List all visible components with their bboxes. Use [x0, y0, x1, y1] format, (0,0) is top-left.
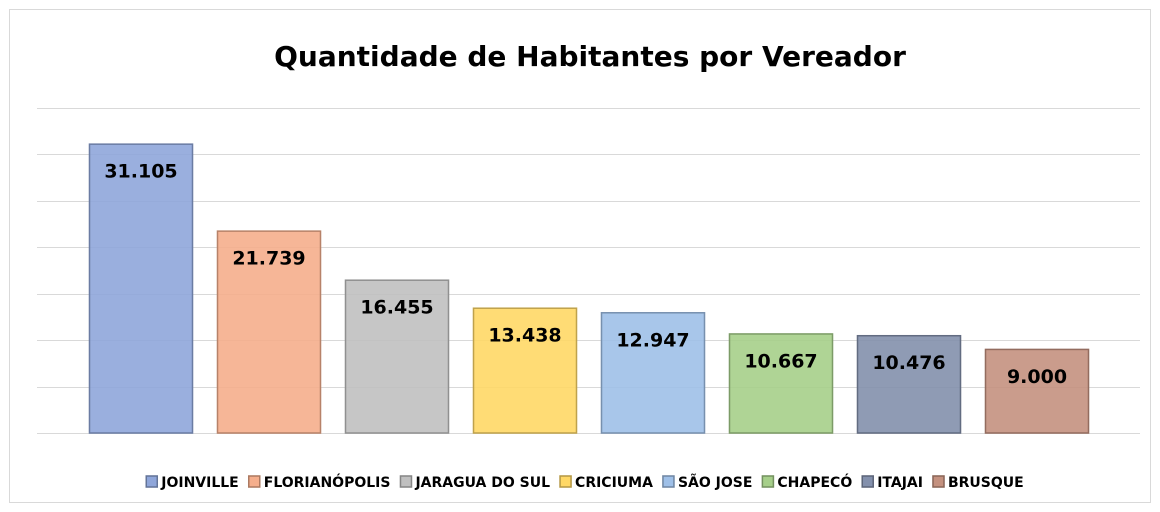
value-label: 21.739: [232, 248, 305, 270]
bar: [600, 312, 706, 434]
legend-swatch: [145, 475, 159, 488]
legend-swatch-edge: [145, 475, 159, 488]
legend-label: JARAGUA DO SUL: [414, 475, 550, 491]
value-label: 16.455: [360, 297, 433, 319]
bar: [728, 333, 834, 434]
value-label: 13.438: [488, 325, 561, 347]
legend-swatch-edge: [662, 475, 675, 488]
value-label: 10.667: [744, 350, 817, 372]
value-label: 10.476: [872, 352, 945, 374]
bar: [344, 279, 450, 434]
legend-swatch: [932, 475, 945, 488]
bar-edge: [600, 312, 706, 434]
legend-swatch: [761, 475, 775, 488]
bar: [856, 334, 962, 434]
value-label: 9.000: [1007, 366, 1067, 388]
bar-edge: [216, 230, 322, 434]
legend-swatch: [662, 475, 675, 488]
bar-edge: [472, 307, 578, 434]
bar: [88, 143, 194, 434]
legend-label: ITAJAI: [877, 475, 923, 491]
bar-edge: [728, 333, 834, 434]
bar-edge: [88, 143, 194, 434]
legend-label: FLORIANÓPOLIS: [264, 473, 391, 491]
bar-edge: [344, 279, 450, 434]
legend-label: BRUSQUE: [948, 475, 1024, 491]
bar-edge: [856, 334, 962, 434]
legend-label: JOINVILLE: [160, 475, 239, 491]
value-label: 31.105: [104, 161, 177, 183]
bar: [472, 307, 578, 434]
legend-swatch: [861, 475, 874, 488]
legend-swatch: [399, 475, 413, 488]
bar: [984, 348, 1090, 434]
legend-swatch-edge: [399, 475, 413, 488]
legend-swatch: [248, 475, 261, 488]
bar-edge: [984, 348, 1090, 434]
value-label: 12.947: [616, 329, 689, 351]
legend-swatch-edge: [932, 475, 945, 488]
legend-swatch-edge: [559, 475, 572, 488]
legend-swatch-edge: [861, 475, 874, 488]
legend-swatch: [559, 475, 572, 488]
legend-swatch-edge: [248, 475, 261, 488]
legend-label: CHAPECÓ: [777, 473, 852, 491]
chart-title: Quantidade de Habitantes por Vereador: [274, 40, 906, 73]
bar: [216, 230, 322, 434]
legend-label: SÃO JOSE: [678, 474, 752, 491]
legend-swatch-edge: [761, 475, 775, 488]
legend-label: CRICIUMA: [575, 475, 653, 491]
